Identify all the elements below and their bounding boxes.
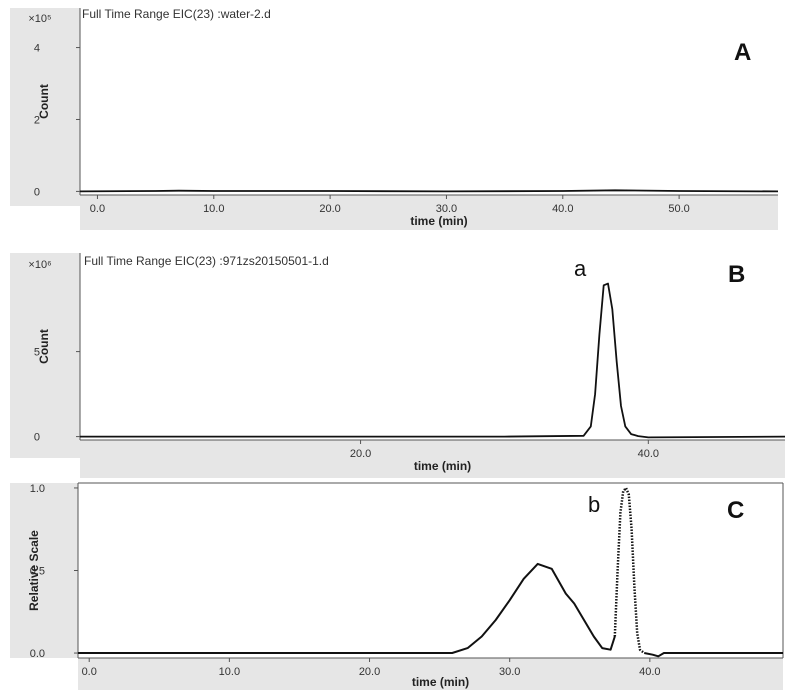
x-tick-label: 20.0 [359,666,380,678]
x-tick-label: 10.0 [219,666,240,678]
panel-letter: A [734,39,751,66]
plot-title: Full Time Range EIC(23) :971zs20150501-1… [84,254,329,268]
x-axis-title: time (min) [410,214,467,228]
x-tick-label: 40.0 [639,666,660,678]
chart-panel-b: 20.0 40.0 0 5 time (min) Count ×10⁶ Full Time R… [10,253,786,478]
x-axis-strip [80,195,778,230]
series-line-1 [613,486,645,654]
x-axis-title: time (min) [414,459,471,473]
x-tick-label: 20.0 [319,203,340,215]
x-tick-label: 0.0 [90,203,105,215]
y-tick-label: 2 [34,114,40,126]
y-tick-label: 4 [34,43,40,55]
x-tick-label: 40.0 [552,203,573,215]
y-tick-label: 0.0 [30,648,45,660]
x-tick-label: 10.0 [203,203,224,215]
x-tick-label: 20.0 [350,448,371,460]
plot-area [80,253,785,440]
y-axis-title: Count [37,84,51,119]
y-axis-strip [10,8,80,206]
y-axis-strip [10,483,78,658]
peak-label: b [588,492,600,517]
x-axis-strip [78,658,783,690]
y-tick-label: 0 [34,186,40,198]
plot-area [78,483,783,658]
x-tick-label: 0.0 [82,666,97,678]
y-axis-title: Relative Scale [27,530,41,611]
y-axis-title: Count [37,329,51,364]
plot-area [80,8,778,195]
series-line-0 [79,189,779,193]
x-axis-strip [80,440,785,478]
y-axis-strip [10,253,80,458]
y-tick-label: 0.5 [30,566,45,578]
x-tick-label: 40.0 [638,448,659,460]
y-tick-label: 1.0 [30,483,45,495]
series-line-0 [80,282,786,439]
y-exponent-label: ×10⁶ [28,259,51,271]
x-tick-label: 30.0 [499,666,520,678]
series-line-0 [78,562,616,654]
series-line-2 [644,652,783,658]
chart-panel-c: 0.0 10.0 20.0 30.0 40.0 0.0 0.5 1.0 time (min) Re… [10,482,784,690]
y-exponent-label: ×10⁵ [28,13,51,25]
chart-panel-a: 0.0 10.0 20.0 30.0 40.0 50.0 0 2 4 time (min) Coun… [10,7,779,230]
x-tick-label: 50.0 [668,203,689,215]
x-tick-label: 30.0 [436,203,457,215]
x-axis-title: time (min) [412,675,469,689]
y-tick-label: 0 [34,432,40,444]
panel-letter: C [727,497,744,524]
peak-label: a [574,256,587,281]
y-tick-label: 5 [34,347,40,359]
panel-letter: B [728,261,745,288]
plot-title: Full Time Range EIC(23) :water-2.d [82,7,271,21]
